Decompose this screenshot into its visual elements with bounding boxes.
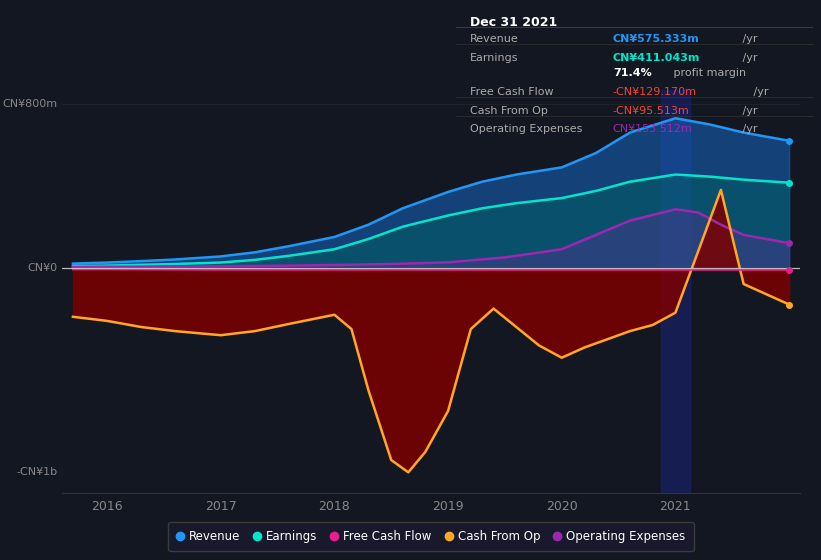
Text: Operating Expenses: Operating Expenses: [470, 124, 582, 134]
Bar: [661, 90, 690, 493]
Text: -CN¥1b: -CN¥1b: [16, 468, 57, 477]
Text: CN¥153.512m: CN¥153.512m: [612, 124, 693, 134]
Text: /yr: /yr: [739, 53, 757, 63]
Text: Free Cash Flow: Free Cash Flow: [470, 87, 553, 97]
Text: Dec 31 2021: Dec 31 2021: [470, 16, 557, 29]
Text: profit margin: profit margin: [670, 68, 746, 78]
Text: Earnings: Earnings: [470, 53, 518, 63]
Text: /yr: /yr: [739, 106, 757, 115]
Text: /yr: /yr: [739, 124, 757, 134]
Text: Revenue: Revenue: [470, 34, 519, 44]
Legend: Revenue, Earnings, Free Cash Flow, Cash From Op, Operating Expenses: Revenue, Earnings, Free Cash Flow, Cash …: [168, 522, 694, 552]
Text: /yr: /yr: [750, 87, 768, 97]
Text: -CN¥129.170m: -CN¥129.170m: [612, 87, 697, 97]
Text: Cash From Op: Cash From Op: [470, 106, 548, 115]
Text: /yr: /yr: [739, 34, 757, 44]
Text: CN¥411.043m: CN¥411.043m: [612, 53, 700, 63]
Text: CN¥0: CN¥0: [28, 263, 57, 273]
Text: -CN¥95.513m: -CN¥95.513m: [612, 106, 690, 115]
Text: CN¥800m: CN¥800m: [2, 99, 57, 109]
Text: CN¥575.333m: CN¥575.333m: [612, 34, 699, 44]
Text: 71.4%: 71.4%: [612, 68, 652, 78]
